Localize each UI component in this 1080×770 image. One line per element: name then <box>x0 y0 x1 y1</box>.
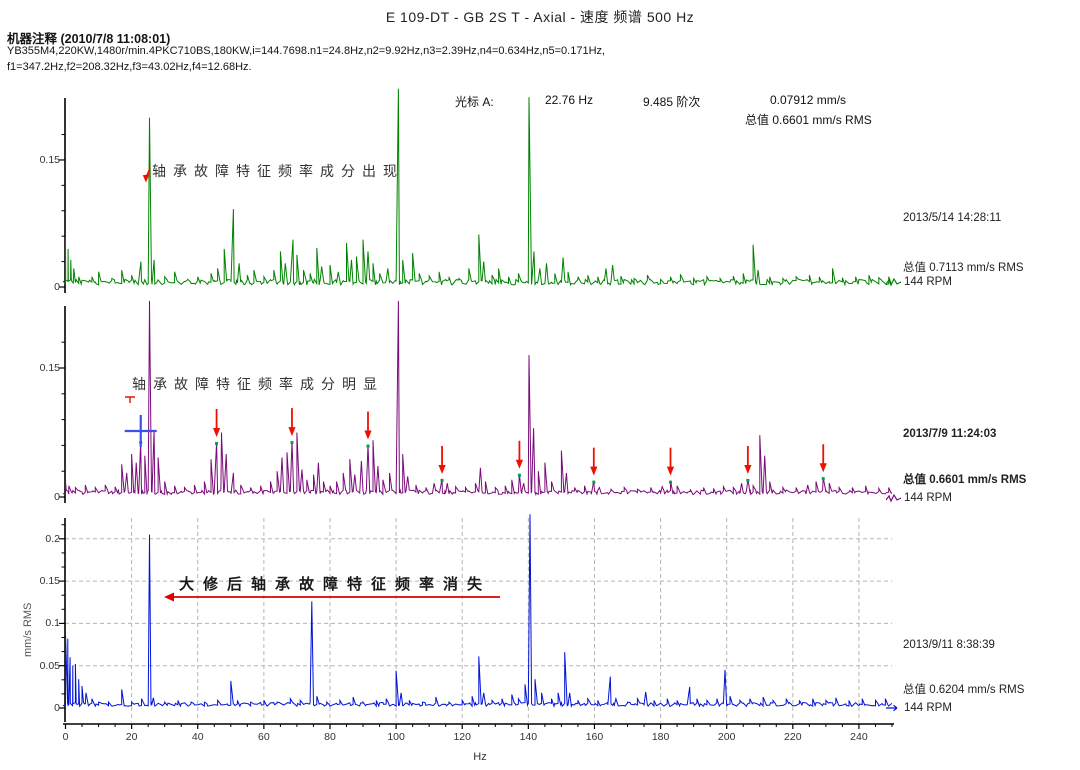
y-tick-label: 0.15 <box>39 362 60 374</box>
y-tick-label: 0 <box>54 491 60 503</box>
x-tick-label: 180 <box>651 731 670 743</box>
x-tick-label: 0 <box>62 731 69 743</box>
x-tick-label: 220 <box>784 731 802 743</box>
y-tick-label: 0.1 <box>45 617 60 630</box>
trend-sparkline-icon <box>886 277 901 287</box>
x-tick-label: 20 <box>125 731 138 743</box>
page-title: E 109-DT - GB 2S T - Axial - 速度 频谱 500 H… <box>385 9 695 25</box>
y-tick-label: 0 <box>54 702 60 714</box>
trace2-date: 2013/7/9 11:24:03 <box>903 428 997 440</box>
annotation-bearing-fault-obvious: 轴承故障特征频率成分明显 <box>132 376 384 392</box>
trace2-rpm-row: 144 RPM <box>886 492 952 504</box>
trace1-rpm: 144 RPM <box>904 276 952 288</box>
y-tick-label: 0.15 <box>39 153 60 166</box>
trace3-total-value: 总值 0.6204 mm/s RMS <box>903 684 1025 696</box>
annotation-bearing-fault-appear: 轴承故障特征频率成分出现 <box>152 163 404 179</box>
trace2-rpm: 144 RPM <box>904 492 952 504</box>
cursor-a-amplitude: 0.07912 mm/s <box>770 93 847 107</box>
x-tick-label: 120 <box>453 731 471 743</box>
x-tick-label: 80 <box>324 731 336 743</box>
y-tick-label: 0.05 <box>39 659 60 672</box>
cursor-a-label: 光标 A: <box>455 95 494 109</box>
x-tick-label: 140 <box>519 731 538 743</box>
trace3-rpm-row: 144 RPM <box>886 702 952 714</box>
trend-arrow-icon <box>886 704 898 712</box>
peak-marker-dot <box>592 480 596 484</box>
x-tick-label: 240 <box>850 731 868 743</box>
fault-frequency-arrowhead <box>590 466 598 476</box>
fault-frequency-arrowhead <box>515 459 524 469</box>
y-tick-label: 0 <box>54 281 60 293</box>
cursor-a-frequency: 22.76 Hz <box>545 93 594 107</box>
annotation-fault-gone-after-overhaul: 大修后轴承故障特征频率消失 <box>179 576 492 593</box>
machine-note-line2: YB355M4,220KW,1480r/min.4PKC710BS,180KW,… <box>7 45 606 57</box>
annotation3-arrowhead <box>164 592 174 602</box>
trace3-date: 2013/9/11 8:38:39 <box>903 639 995 651</box>
fault-frequency-arrowhead <box>744 464 752 474</box>
cursor-a-order: 9.485 阶次 <box>643 95 701 109</box>
fault-frequency-arrowhead <box>666 466 675 476</box>
fault-frequency-arrowhead <box>212 427 221 437</box>
fault-frequency-arrowhead <box>438 464 446 474</box>
x-tick-label: 60 <box>258 731 270 743</box>
trace1-total-value: 总值 0.7113 mm/s RMS <box>903 262 1024 274</box>
x-axis-unit: Hz <box>473 751 487 763</box>
trace2-total-value: 总值 0.6601 mm/s RMS <box>903 474 1027 486</box>
machine-note-line3: f1=347.2Hz,f2=208.32Hz,f3=43.02Hz,f4=12.… <box>7 61 252 73</box>
machine-note-header: 机器注释 (2010/7/8 11:08:01) <box>7 32 171 46</box>
trend-sparkline-icon <box>886 493 901 503</box>
peak-marker-dot <box>440 478 444 482</box>
trace1-date: 2013/5/14 14:28:11 <box>903 212 1002 224</box>
trace1-rpm-row: 144 RPM <box>886 276 952 288</box>
annotation2-mark <box>125 396 135 403</box>
trace3-rpm: 144 RPM <box>904 702 952 714</box>
peak-marker-dot <box>366 444 370 448</box>
y-tick-label: 0.2 <box>45 532 60 545</box>
fault-frequency-arrowhead <box>364 430 372 440</box>
cursor-a-total: 总值 0.6601 mm/s RMS <box>745 113 872 127</box>
peak-marker-dot <box>821 477 825 481</box>
peak-marker-dot <box>668 480 672 484</box>
peak-marker-dot <box>290 441 294 445</box>
x-tick-label: 160 <box>585 731 604 743</box>
spectrum-trace-2 <box>62 300 893 497</box>
annotation1-arrowhead <box>142 174 150 183</box>
peak-marker-dot <box>517 473 521 477</box>
x-tick-label: 100 <box>387 731 405 743</box>
x-tick-label: 40 <box>191 731 204 743</box>
peak-marker-dot <box>215 441 219 445</box>
fault-frequency-arrowhead <box>288 427 296 437</box>
y-tick-label: 0.15 <box>39 575 60 588</box>
fault-frequency-arrowhead <box>819 463 827 473</box>
spectrum-trace-3 <box>62 514 893 709</box>
spectrum-trace-1 <box>62 88 893 287</box>
x-tick-label: 200 <box>717 731 736 743</box>
peak-marker-dot <box>746 478 750 482</box>
